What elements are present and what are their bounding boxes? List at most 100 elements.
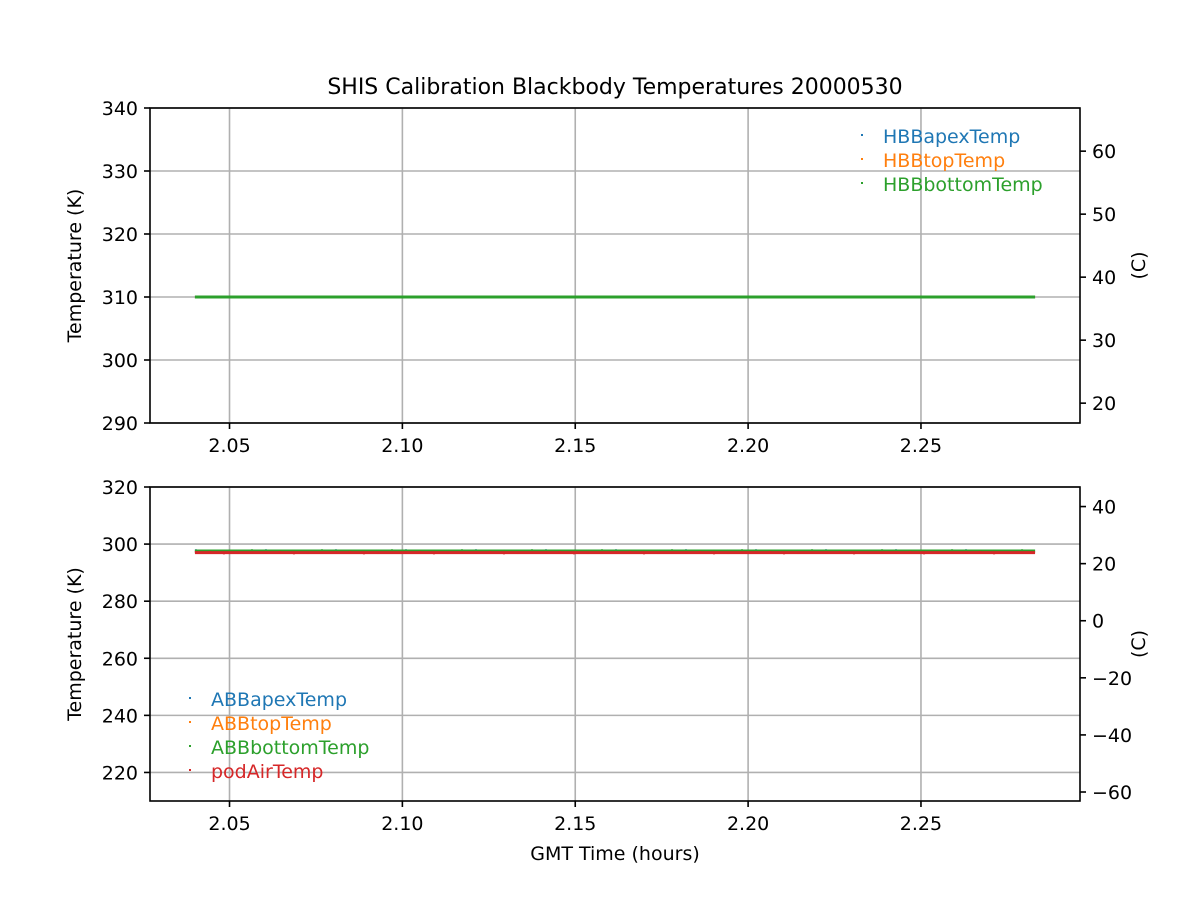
data-point <box>839 550 842 553</box>
data-point <box>699 550 702 553</box>
data-point <box>502 552 505 555</box>
y-tick-label: 320 <box>102 224 138 246</box>
x-tick-label: 2.05 <box>208 813 250 835</box>
panel-2: 2.05 2.10 2.15 2.20 2.25 220 240 260 280 300 320 −6… <box>64 477 1150 865</box>
series-podairtemp <box>194 550 1036 555</box>
legend-marker <box>189 721 191 723</box>
data-point <box>264 551 267 554</box>
y-tick-label: 320 <box>102 477 138 499</box>
data-point <box>236 549 239 552</box>
data-point <box>544 551 547 554</box>
x-tick-label: 2.15 <box>554 813 596 835</box>
legend: ABBapexTempABBtopTempABBbottomTemppodAir… <box>189 689 369 783</box>
data-point <box>783 549 786 552</box>
data-point <box>460 551 463 554</box>
y-tick-label: 310 <box>102 287 138 309</box>
data-point <box>881 551 884 554</box>
data-point <box>250 549 253 552</box>
x-tick-label: 2.20 <box>727 813 769 835</box>
data-point <box>222 552 225 555</box>
y-tick-label: 330 <box>102 161 138 183</box>
data-point <box>1021 549 1024 552</box>
data-point <box>320 549 323 552</box>
data-point <box>516 552 519 555</box>
data-point <box>685 551 688 554</box>
y-tick-label: 220 <box>102 762 138 784</box>
y-tick-label: 340 <box>102 98 138 120</box>
data-point <box>629 550 632 553</box>
data-point <box>194 551 197 554</box>
x-tick-label: 2.20 <box>727 435 769 457</box>
data-point <box>376 549 379 552</box>
legend-entry: HBBbottomTemp <box>883 174 1043 196</box>
data-point <box>530 551 533 554</box>
data-point <box>811 551 814 554</box>
x-axis-label: GMT Time (hours) <box>530 843 700 865</box>
data-point <box>797 552 800 555</box>
data-point <box>432 552 435 555</box>
data-point <box>741 551 744 554</box>
data-point <box>657 549 660 552</box>
data-point <box>306 549 309 552</box>
data-point <box>362 552 365 555</box>
data-point <box>867 549 870 552</box>
data-point <box>979 550 982 553</box>
data-point <box>853 549 856 552</box>
data-point <box>895 551 898 554</box>
data-point <box>615 551 617 554</box>
data-point <box>951 551 954 554</box>
data-point <box>769 550 772 553</box>
y2-tick-label: 40 <box>1092 267 1116 289</box>
data-point <box>811 549 814 552</box>
data-point <box>1007 549 1010 552</box>
x-tick-label: 2.05 <box>208 435 250 457</box>
data-point <box>727 549 730 552</box>
data-point <box>488 550 491 553</box>
data-point <box>867 552 870 555</box>
data-point <box>993 552 996 555</box>
y2-tick-label: 20 <box>1092 393 1116 415</box>
y2-tick-label: 50 <box>1092 204 1116 226</box>
legend-marker <box>189 697 191 699</box>
y2-tick-label: −20 <box>1092 668 1132 690</box>
data-point <box>853 552 856 555</box>
data-point <box>993 549 996 552</box>
y-axis-label: Temperature (K) <box>64 189 86 344</box>
y-tick-label: 260 <box>102 648 138 670</box>
data-point <box>937 549 940 552</box>
y-axis-label: Temperature (K) <box>64 567 86 722</box>
data-point <box>965 551 968 554</box>
data-point <box>446 549 449 552</box>
data-point <box>292 552 295 555</box>
y2-axis-label: (C) <box>1128 251 1150 279</box>
data-point <box>923 552 926 555</box>
data-point <box>671 551 674 554</box>
data-point <box>671 549 674 552</box>
data-point <box>600 549 603 552</box>
data-point <box>320 551 323 554</box>
data-point <box>516 549 519 552</box>
x-tick-label: 2.10 <box>381 813 423 835</box>
data-point <box>390 549 393 552</box>
data-point <box>390 551 393 554</box>
data-point <box>404 551 407 554</box>
data-point <box>530 549 533 552</box>
data-point <box>1021 551 1024 554</box>
data-point <box>278 550 281 553</box>
data-point <box>558 550 561 553</box>
data-point <box>586 552 589 555</box>
data-point <box>432 549 435 552</box>
data-point <box>572 549 575 552</box>
y2-tick-label: −40 <box>1092 725 1132 747</box>
legend-marker <box>861 158 863 160</box>
y2-tick-label: 20 <box>1092 554 1116 576</box>
legend-marker <box>189 769 191 771</box>
plot-frame <box>149 486 1081 802</box>
data-point <box>600 551 603 554</box>
legend-marker <box>861 134 863 136</box>
data-point <box>881 549 884 552</box>
y2-tick-label: −60 <box>1092 782 1132 804</box>
